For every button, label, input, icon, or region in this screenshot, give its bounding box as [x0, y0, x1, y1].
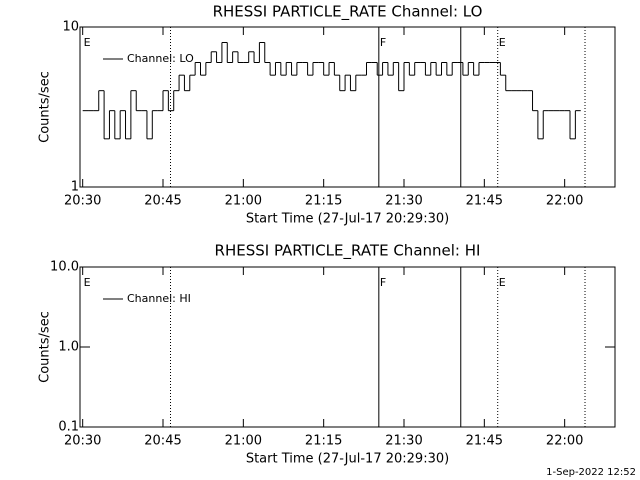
x-tick-label: 21:30	[385, 194, 422, 209]
x-tick-label: 22:00	[546, 194, 583, 209]
x-tick-label: 20:30	[64, 434, 101, 449]
event-label: F	[380, 276, 386, 289]
chart-title: RHESSI PARTICLE_RATE Channel: LO	[213, 3, 483, 22]
y-axis-label: Counts/sec	[38, 71, 53, 143]
y-tick-label: 10	[62, 20, 79, 35]
y-axis-label: Counts/sec	[38, 311, 53, 383]
x-tick-label: 21:30	[385, 434, 422, 449]
x-tick-label: 21:45	[466, 194, 503, 209]
x-tick-label: 20:45	[144, 434, 181, 449]
y-tick-label: 1	[71, 180, 79, 195]
plot-frame	[79, 26, 616, 188]
y-tick-label: 1.0	[58, 340, 79, 355]
chart-title: RHESSI PARTICLE_RATE Channel: HI	[215, 242, 481, 261]
legend-label: Channel: LO	[127, 52, 194, 65]
plot-frame	[79, 266, 616, 428]
x-tick-label: 21:45	[466, 434, 503, 449]
x-axis-label: Start Time (27-Jul-17 20:29:30)	[246, 212, 449, 227]
footer: 1-Sep-2022 12:52	[546, 467, 636, 478]
event-label: F	[380, 36, 386, 49]
event-label: E	[84, 276, 91, 289]
x-tick-label: 20:30	[64, 194, 101, 209]
x-axis-label: Start Time (27-Jul-17 20:29:30)	[246, 452, 449, 467]
event-label: E	[499, 36, 506, 49]
y-tick-label: 10.0	[50, 260, 79, 275]
x-tick-label: 20:45	[144, 194, 181, 209]
x-tick-label: 22:00	[546, 434, 583, 449]
x-tick-label: 21:15	[305, 434, 342, 449]
legend-label: Channel: HI	[127, 292, 191, 305]
x-tick-label: 21:00	[225, 434, 262, 449]
event-label: E	[499, 276, 506, 289]
y-tick-label: 0.1	[58, 420, 79, 435]
event-label: E	[84, 36, 91, 49]
x-tick-label: 21:00	[225, 194, 262, 209]
x-tick-label: 21:15	[305, 194, 342, 209]
